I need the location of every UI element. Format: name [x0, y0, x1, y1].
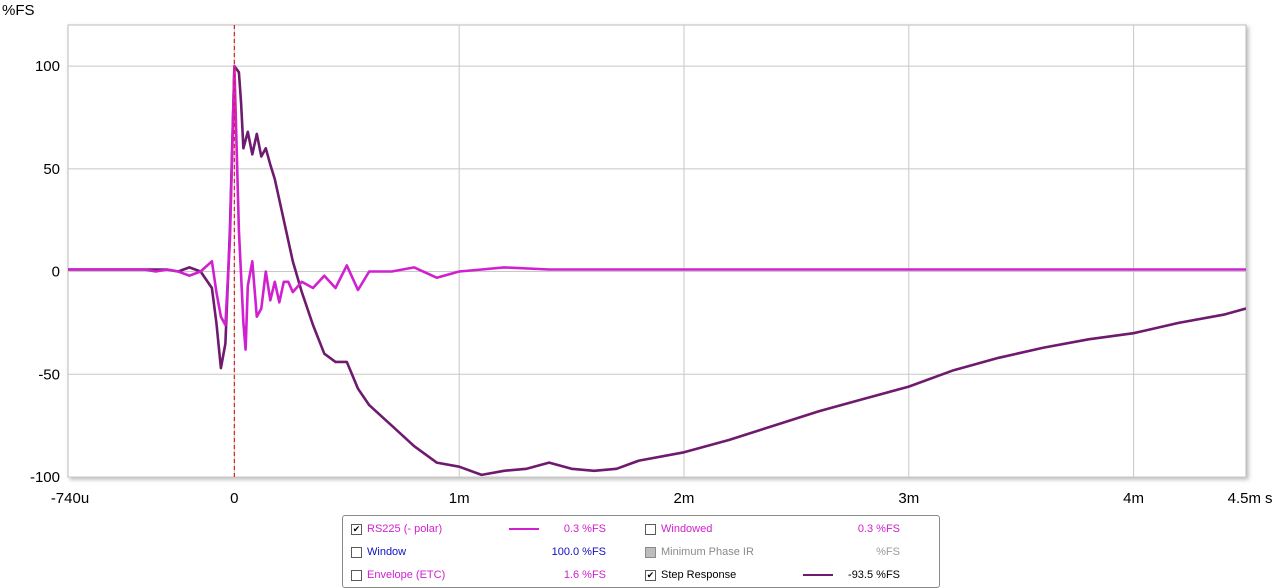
- x-tick-label: 0: [230, 490, 238, 507]
- y-tick-labels: 100 50 0 -50 -100: [30, 58, 60, 486]
- window-checkbox[interactable]: [351, 547, 362, 558]
- windowed-checkbox[interactable]: [645, 524, 656, 535]
- minphase-value: %FS: [876, 546, 900, 558]
- y-tick-label: -50: [38, 366, 60, 383]
- rs225-value: 0.3 %FS: [563, 523, 606, 535]
- rs225-swatch: [509, 528, 539, 530]
- legend-row-windowed[interactable]: Windowed 0.3 %FS: [645, 521, 935, 537]
- window-value: 100.0 %FS: [551, 546, 606, 558]
- minphase-checkbox: [645, 547, 656, 558]
- y-tick-label: 100: [35, 58, 60, 75]
- x-tick-label: 4m: [1123, 490, 1144, 507]
- windowed-label: Windowed: [661, 523, 713, 535]
- minphase-label: Minimum Phase IR: [661, 546, 754, 558]
- series-line-step-response: [68, 64, 1246, 477]
- windowed-value: 0.3 %FS: [857, 523, 900, 535]
- y-axis-unit-label: %FS: [2, 2, 35, 19]
- step-value: -93.5 %FS: [848, 569, 900, 581]
- step-swatch: [803, 574, 833, 576]
- plot-area: [67, 24, 1247, 478]
- series-lines: [68, 64, 1246, 477]
- y-tick-label: 0: [52, 264, 60, 281]
- x-tick-labels: -740u 0 1m 2m 3m 4m 4.5m: [51, 490, 1261, 507]
- envelope-label: Envelope (ETC): [367, 569, 446, 581]
- legend-row-rs225[interactable]: ✔ RS225 (- polar) 0.3 %FS: [351, 521, 641, 537]
- rs225-checkbox[interactable]: ✔: [351, 524, 362, 535]
- x-tick-label: -740u: [51, 490, 89, 507]
- x-tick-label: 4.5m: [1228, 490, 1261, 507]
- step-checkbox[interactable]: ✔: [645, 570, 656, 581]
- x-tick-label: 3m: [898, 490, 919, 507]
- legend-row-envelope[interactable]: Envelope (ETC) 1.6 %FS: [351, 567, 641, 583]
- impulse-response-chart: %FS 100 50 0 -50 -100 -740u 0 1m 2m 3m 4m 4.5m s: [2, 2, 1273, 507]
- x-tick-label: 1m: [449, 490, 470, 507]
- legend-row-window[interactable]: Window 100.0 %FS: [351, 544, 641, 560]
- legend-row-step[interactable]: ✔ Step Response -93.5 %FS: [645, 567, 935, 583]
- rs225-label: RS225 (- polar): [367, 523, 443, 535]
- window-label: Window: [367, 546, 407, 558]
- x-tick-label: 2m: [674, 490, 695, 507]
- envelope-value: 1.6 %FS: [563, 569, 606, 581]
- x-axis-unit-label: s: [1265, 490, 1273, 507]
- y-tick-label: -100: [30, 469, 60, 486]
- series-line-rs225-polar: [68, 64, 1246, 351]
- legend-row-minphase: Minimum Phase IR %FS: [645, 544, 935, 560]
- envelope-checkbox[interactable]: [351, 570, 362, 581]
- y-tick-label: 50: [43, 161, 60, 178]
- legend-panel: ✔ RS225 (- polar) 0.3 %FS Window 100.0 %…: [342, 515, 940, 588]
- step-label: Step Response: [661, 569, 737, 581]
